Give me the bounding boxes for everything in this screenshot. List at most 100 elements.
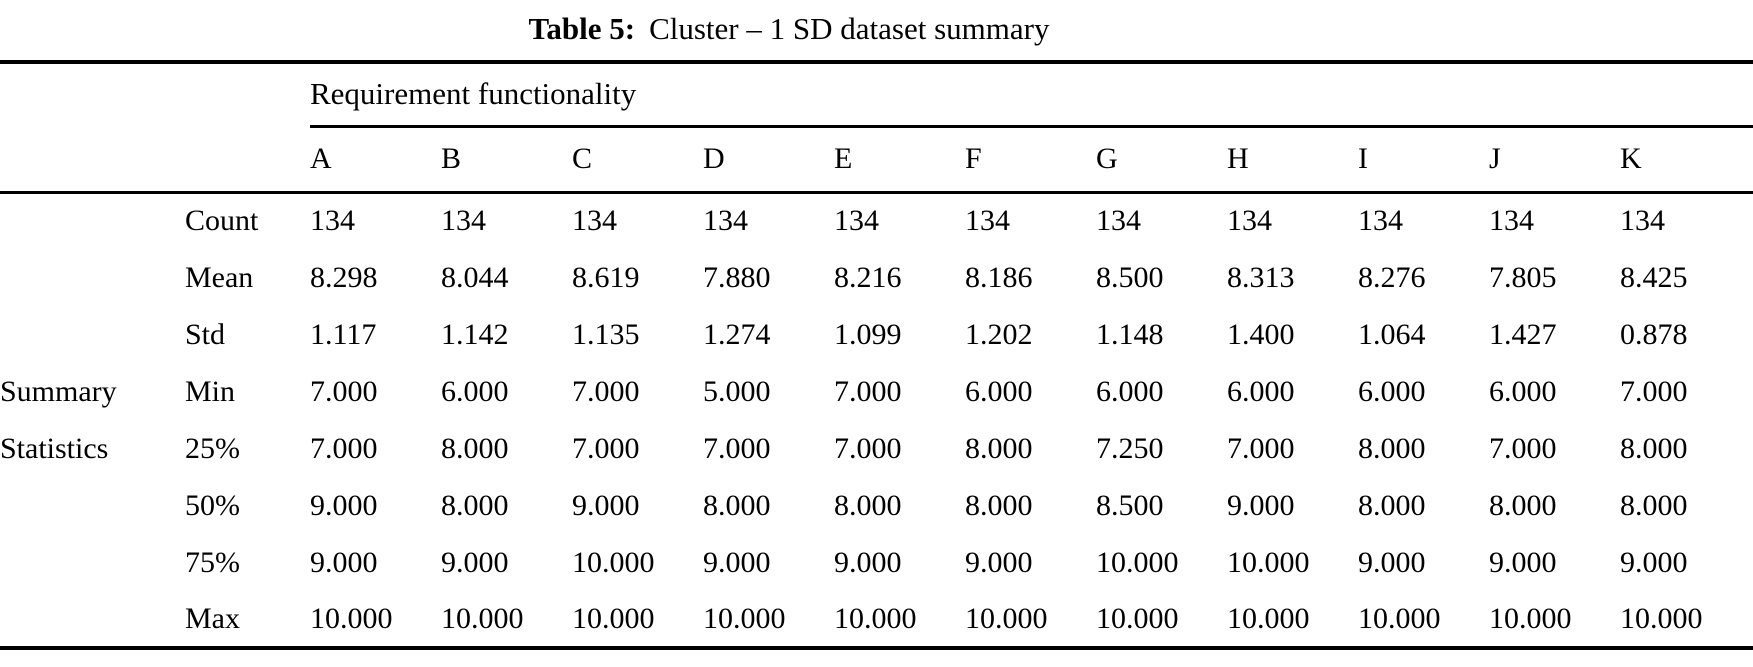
- table-row: Max 10.000 10.000 10.000 10.000 10.000 10.000 1…: [0, 591, 1753, 648]
- table-cell: 6.000: [965, 374, 1033, 408]
- table-cell: 134: [1620, 204, 1665, 238]
- table-cell: 8.298: [310, 260, 378, 294]
- table-cell: 10.000: [1489, 601, 1572, 635]
- table-cell: 10.000: [1096, 545, 1179, 579]
- row-label-max: Max: [185, 601, 240, 635]
- table-cell: 0.878: [1620, 317, 1688, 351]
- table-cell: 8.425: [1620, 260, 1688, 294]
- table-cell: 1.202: [965, 317, 1033, 351]
- table-cell: 1.400: [1227, 317, 1295, 351]
- table-caption-label: Table 5:: [528, 11, 636, 46]
- table-cell: 9.000: [310, 488, 378, 522]
- table-cell: 8.313: [1227, 260, 1295, 294]
- table-row: Min 7.000 6.000 7.000 5.000 7.000 6.000 6.000 6.…: [0, 363, 1753, 420]
- table-cell: 9.000: [834, 545, 902, 579]
- table-cell: 9.000: [703, 545, 771, 579]
- column-header-k: K: [1620, 126, 1753, 194]
- table-cell: 8.276: [1358, 260, 1426, 294]
- table-cell: 7.000: [310, 431, 378, 465]
- table-cell: 10.000: [572, 545, 655, 579]
- row-label-50: 50%: [185, 488, 240, 522]
- table-caption-title: Cluster – 1 SD dataset summary: [649, 11, 1050, 46]
- table-cell: 7.000: [1227, 431, 1295, 465]
- table-cell: 8.186: [965, 260, 1033, 294]
- table-cell: 10.000: [1096, 601, 1179, 635]
- row-label-std: Std: [185, 317, 226, 351]
- table-cell: 134: [1358, 204, 1403, 238]
- table-cell: 9.000: [1620, 545, 1688, 579]
- span-header-requirement-functionality: Requirement functionality: [310, 62, 1753, 128]
- table-cell: 5.000: [703, 374, 771, 408]
- table-cell: 10.000: [1227, 601, 1310, 635]
- table-cell: 8.000: [1620, 431, 1688, 465]
- table-cell: 1.274: [703, 317, 771, 351]
- table-cell: 8.000: [703, 488, 771, 522]
- table-cell: 6.000: [1096, 374, 1164, 408]
- table-cell: 134: [441, 204, 486, 238]
- table-row: Mean 8.298 8.044 8.619 7.880 8.216 8.186 8.500 8…: [0, 249, 1753, 306]
- table-cell: 1.148: [1096, 317, 1164, 351]
- column-header-spacer: [0, 126, 310, 194]
- table-cell: 8.000: [965, 488, 1033, 522]
- table-cell: 8.044: [441, 260, 509, 294]
- table-cell: 1.135: [572, 317, 640, 351]
- column-header-h: H: [1227, 126, 1358, 194]
- column-header-a: A: [310, 126, 441, 194]
- table-cell: 7.250: [1096, 431, 1164, 465]
- column-header-i: I: [1358, 126, 1489, 194]
- table-cell: 8.619: [572, 260, 640, 294]
- row-label-count: Count: [185, 204, 259, 238]
- row-group-label-line1: Summary: [0, 374, 117, 408]
- table-cell: 134: [703, 204, 748, 238]
- table-cell: 134: [1096, 204, 1141, 238]
- row-group-label-line2: Statistics: [0, 431, 109, 465]
- column-header-j: J: [1489, 126, 1620, 194]
- table-cell: 10.000: [965, 601, 1048, 635]
- table-cell: 9.000: [965, 545, 1033, 579]
- table-cell: 1.117: [310, 317, 377, 351]
- table-cell: 8.000: [441, 431, 509, 465]
- table-cell: 9.000: [572, 488, 640, 522]
- table-cell: 8.000: [441, 488, 509, 522]
- table-cell: 1.142: [441, 317, 509, 351]
- table-cell: 9.000: [1358, 545, 1426, 579]
- table-cell: 7.000: [1620, 374, 1688, 408]
- table-cell: 6.000: [1489, 374, 1557, 408]
- row-group-label: Summary Statistics: [0, 192, 185, 648]
- table-caption: Table 5: Cluster – 1 SD dataset summary: [0, 0, 1753, 60]
- table-cell: 8.500: [1096, 260, 1164, 294]
- row-label-min: Min: [185, 374, 236, 408]
- table-cell: 134: [1227, 204, 1272, 238]
- table-cell: 7.000: [572, 374, 640, 408]
- table-cell: 8.000: [1620, 488, 1688, 522]
- table-cell: 8.000: [1358, 431, 1426, 465]
- table-cell: 1.099: [834, 317, 902, 351]
- table-cell: 7.000: [1489, 431, 1557, 465]
- column-header-f: F: [965, 126, 1096, 194]
- table-cell: 10.000: [703, 601, 786, 635]
- table-cell: 8.000: [1489, 488, 1557, 522]
- table-cell: 7.000: [310, 374, 378, 408]
- table-cell: 1.064: [1358, 317, 1426, 351]
- table-cell: 8.000: [1358, 488, 1426, 522]
- table-cell: 9.000: [1227, 488, 1295, 522]
- table-row: 50% 9.000 8.000 9.000 8.000 8.000 8.000 8.500 9.…: [0, 477, 1753, 534]
- table-cell: 6.000: [1227, 374, 1295, 408]
- table-cell: 8.000: [834, 488, 902, 522]
- table-cell: 6.000: [441, 374, 509, 408]
- table-cell: 134: [310, 204, 355, 238]
- table-cell: 8.000: [965, 431, 1033, 465]
- table-cell: 7.805: [1489, 260, 1557, 294]
- table-cell: 9.000: [1489, 545, 1557, 579]
- table-row: 25% 7.000 8.000 7.000 7.000 7.000 8.000 7.250 7.…: [0, 420, 1753, 477]
- table-cell: 134: [1489, 204, 1534, 238]
- column-header-g: G: [1096, 126, 1227, 194]
- table-cell: 7.000: [572, 431, 640, 465]
- table-row: 75% 9.000 9.000 10.000 9.000 9.000 9.000 10.000…: [0, 534, 1753, 591]
- table-cell: 10.000: [834, 601, 917, 635]
- table-cell: 134: [965, 204, 1010, 238]
- span-header-spacer: [0, 62, 310, 126]
- column-header-e: E: [834, 126, 965, 194]
- table-cell: 8.216: [834, 260, 902, 294]
